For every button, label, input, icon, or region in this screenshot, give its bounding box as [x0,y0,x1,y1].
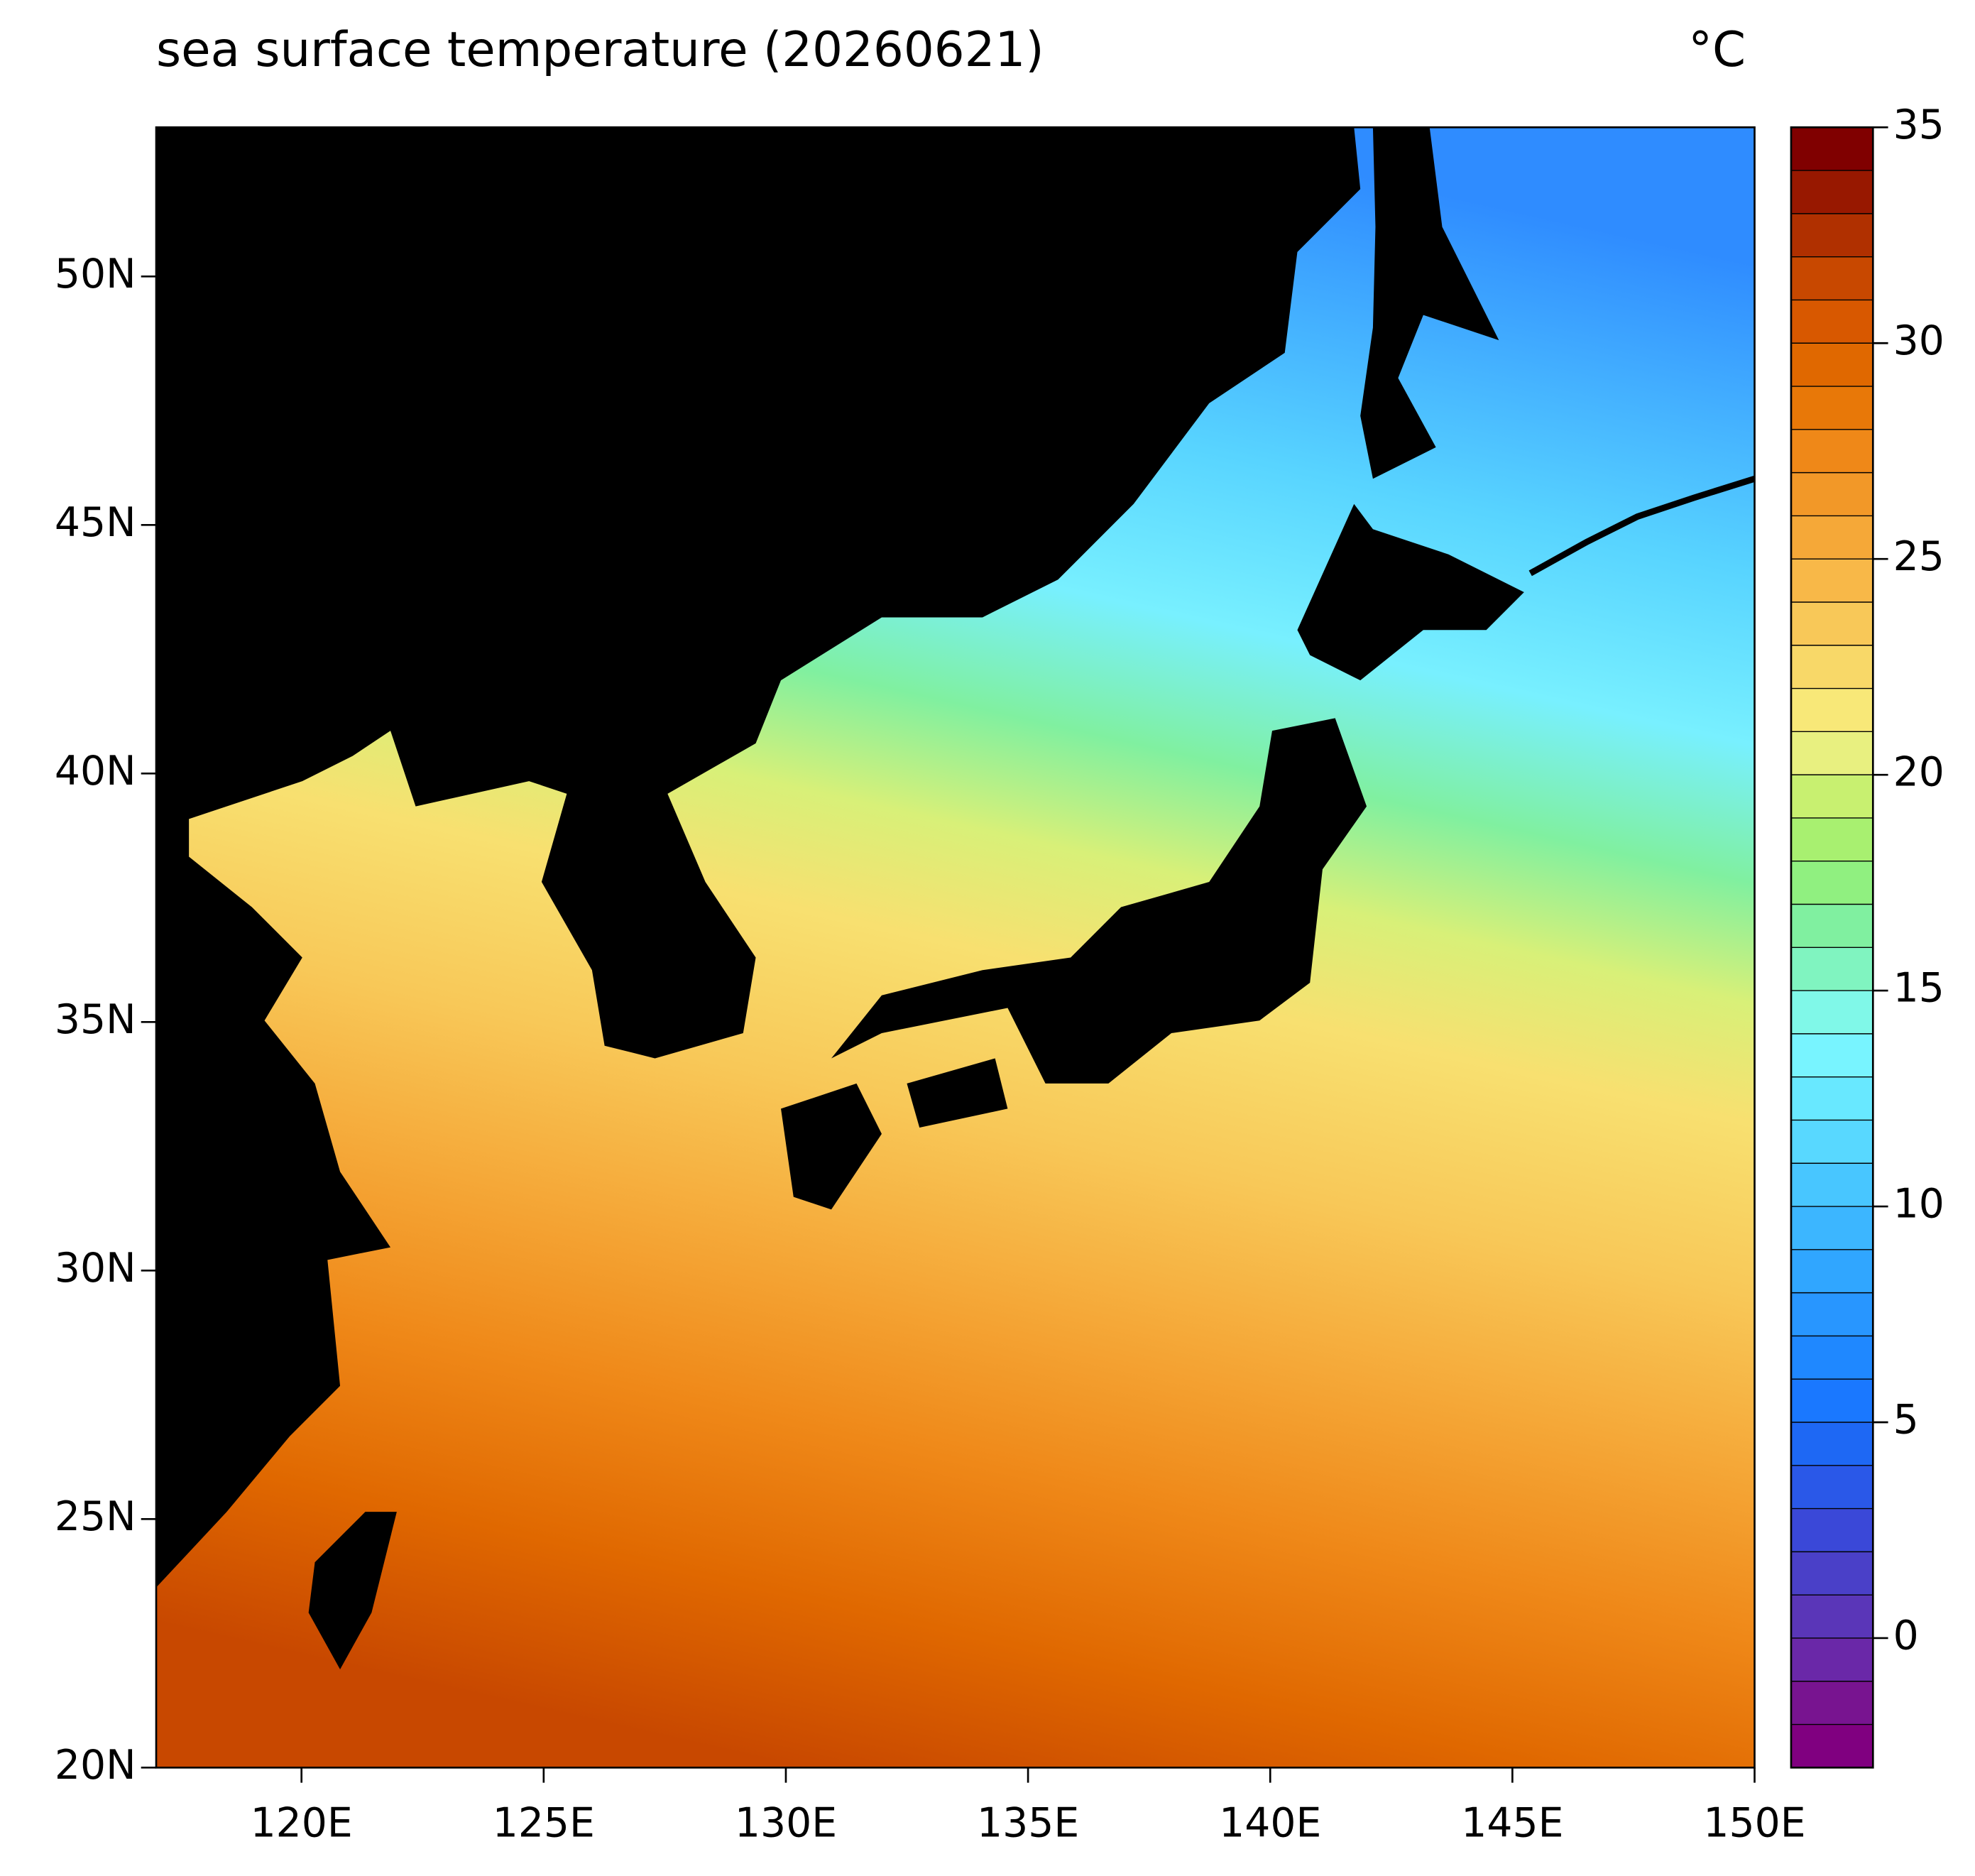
x-tick-label: 120E [251,1800,353,1847]
colorbar-bin [1790,601,1873,645]
colorbar-bin [1790,688,1873,732]
colorbar-bin [1790,386,1873,430]
colorbar-bin [1790,1595,1873,1638]
colorbar-bin [1790,1379,1873,1423]
colorbar-bin [1790,1076,1873,1120]
colorbar-tick-label: 0 [1893,1613,1919,1659]
colorbar-bin [1790,1292,1873,1336]
y-tick-label: 20N [55,1742,136,1789]
land-hokkaido [1297,503,1524,681]
colorbar-bin [1790,775,1873,818]
x-tick-label: 145E [1461,1800,1563,1847]
y-tick-label: 40N [55,748,136,795]
x-tick-label: 130E [735,1800,837,1847]
colorbar-bin [1790,731,1873,775]
unit-label: °C [1688,21,1746,77]
colorbar-bin [1790,1724,1873,1768]
colorbar-bin [1790,300,1873,344]
colorbar-bin [1790,516,1873,560]
colorbar-bin [1790,991,1873,1034]
colorbar-bin [1790,1033,1873,1077]
y-tick-label: 50N [55,251,136,298]
colorbar-bin [1790,1465,1873,1509]
colorbar-bin [1790,645,1873,689]
colorbar-bin [1790,213,1873,257]
colorbar-bin [1790,1120,1873,1164]
colorbar-bin [1790,1336,1873,1380]
x-tick-label: 140E [1219,1800,1321,1847]
colorbar-bin [1790,170,1873,214]
land-sakhalin [1360,127,1499,479]
colorbar-tick-label: 5 [1893,1397,1919,1444]
colorbar-bin [1790,947,1873,991]
colorbar-bin [1790,861,1873,905]
colorbar-bin [1790,1681,1873,1725]
colorbar-bin [1790,1637,1873,1681]
colorbar-bin [1790,1249,1873,1293]
colorbar-bin [1790,256,1873,300]
land-shikoku [907,1058,1008,1128]
colorbar-frame [1790,126,1874,1769]
colorbar-bin [1790,1206,1873,1250]
y-tick-label: 35N [55,996,136,1043]
colorbar-tick-label: 15 [1893,965,1944,1012]
colorbar-bin [1790,1508,1873,1552]
y-tick-label: 25N [55,1493,136,1540]
colorbar-bin [1790,472,1873,516]
land-asia [156,127,1361,1588]
colorbar-tick-label: 30 [1893,317,1944,364]
colorbar-bin [1790,904,1873,948]
chart-title: sea surface temperature (20260621) [156,21,1044,77]
x-tick-label: 125E [493,1800,595,1847]
colorbar-tick-label: 10 [1893,1181,1944,1228]
colorbar-bin [1790,559,1873,602]
colorbar-tick-label: 35 [1893,102,1944,148]
colorbar-bin [1790,127,1873,171]
colorbar-bin [1790,343,1873,387]
colorbar-bin [1790,1551,1873,1596]
colorbar-bin [1790,429,1873,473]
map-field [156,127,1755,1768]
land-kurils [1528,476,1755,577]
colorbar-bin [1790,1422,1873,1466]
x-tick-label: 135E [977,1800,1079,1847]
colorbar-tick-label: 20 [1893,749,1944,796]
colorbar-bin [1790,817,1873,861]
y-tick-label: 30N [55,1245,136,1292]
colorbar-bin [1790,1163,1873,1207]
map-frame [155,126,1756,1769]
colorbar-tick-label: 25 [1893,533,1944,580]
land-taiwan [308,1512,397,1669]
land-kyushu [781,1083,882,1210]
x-tick-label: 150E [1703,1800,1805,1847]
y-tick-label: 45N [55,499,136,546]
land-honshu [831,718,1367,1084]
